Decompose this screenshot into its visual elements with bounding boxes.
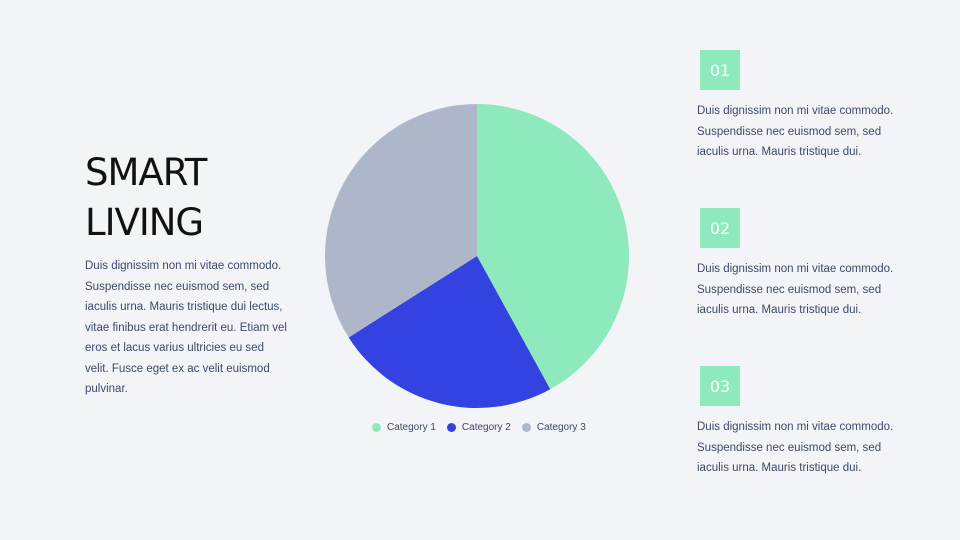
chart-legend: Category 1 Category 2 Category 3 <box>372 422 597 433</box>
point-number-badge: 03 <box>700 366 740 406</box>
legend-label-category-2: Category 2 <box>461 422 511 433</box>
title-line-1: SMART <box>85 151 207 194</box>
legend-item-category-1: Category 1 <box>372 422 436 433</box>
slide-title: SMART LIVING <box>85 148 207 248</box>
pie-slice-category-1 <box>477 104 629 390</box>
point-text: Duis dignissim non mi vitae commodo. Sus… <box>697 421 894 474</box>
legend-label-category-1: Category 1 <box>387 422 436 433</box>
pie-chart <box>325 104 629 409</box>
legend-item-category-3: Category 3 <box>521 422 586 433</box>
point-number-badge: 01 <box>700 50 740 90</box>
legend-item-category-2: Category 2 <box>446 422 511 433</box>
legend-swatch-category-2 <box>446 423 456 432</box>
point-3: 03 Duis dignissim non mi vitae commodo. … <box>697 366 897 479</box>
point-text: Duis dignissim non mi vitae commodo. Sus… <box>697 263 894 316</box>
legend-label-category-3: Category 3 <box>536 422 586 433</box>
title-line-2: LIVING <box>85 201 204 244</box>
pie-slice-category-2 <box>348 256 551 409</box>
point-number-badge: 02 <box>700 208 740 248</box>
point-2: 02 Duis dignissim non mi vitae commodo. … <box>697 208 897 321</box>
legend-swatch-category-3 <box>521 423 531 432</box>
point-text: Duis dignissim non mi vitae commodo. Sus… <box>697 105 894 158</box>
point-1: 01 Duis dignissim non mi vitae commodo. … <box>697 50 897 163</box>
legend-swatch-category-1 <box>372 423 381 432</box>
intro-paragraph: Duis dignissim non mi vitae commodo. Sus… <box>85 260 287 395</box>
pie-slice-category-3 <box>325 104 477 338</box>
